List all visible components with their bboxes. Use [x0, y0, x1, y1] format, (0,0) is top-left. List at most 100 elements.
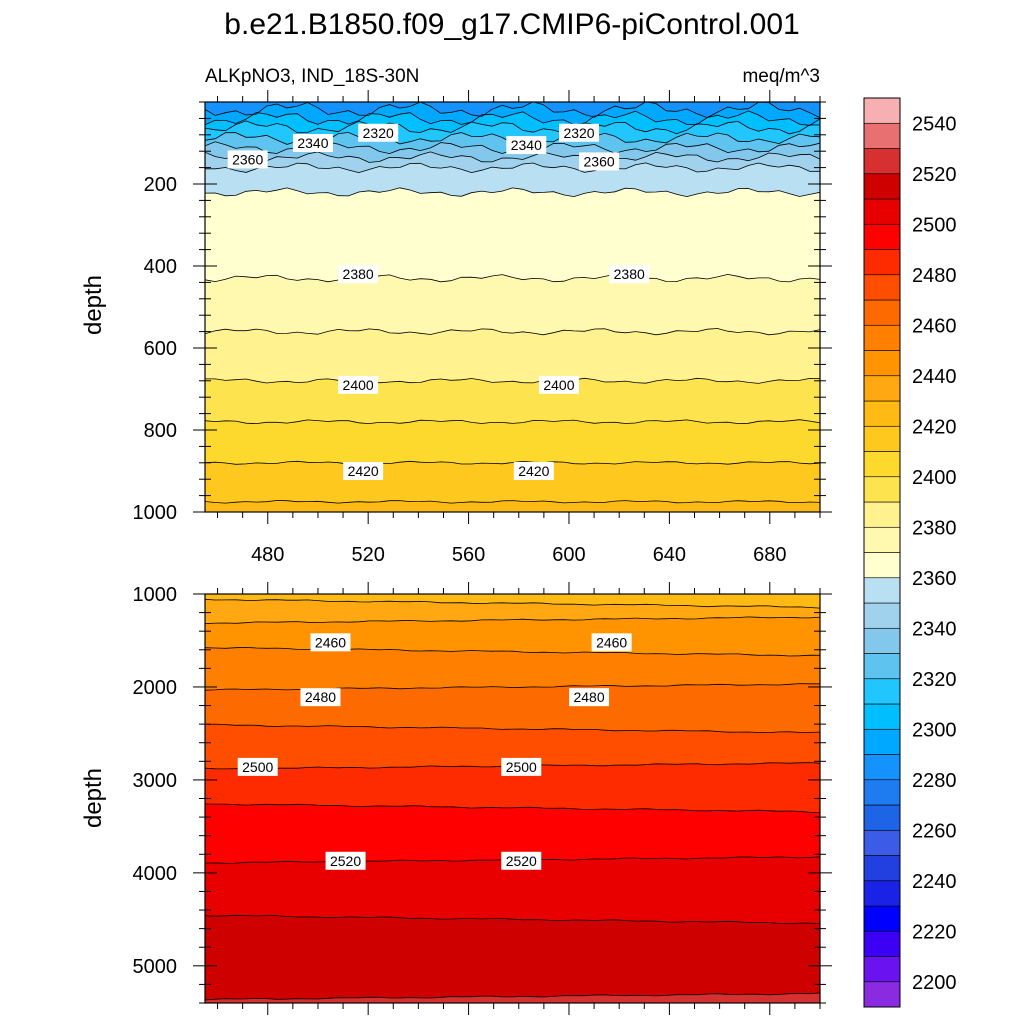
colorbar-swatch [863, 855, 901, 882]
colorbar-swatch [863, 956, 901, 983]
contour-label: 2340 [292, 134, 333, 152]
colorbar: 2200 2220 2240 2260 2280 2300 2320 2340 2360 2380… [863, 97, 957, 1008]
contour-label: 2320 [358, 123, 399, 142]
units-label: meq/m^3 [742, 66, 820, 87]
lower-panel: 2460 2460 2480 2480 2500 2500 2520 2520 1000 2000… [80, 582, 832, 1015]
y-tick-label: 200 [144, 174, 177, 196]
contour-label: 2380 [338, 265, 379, 284]
x-tick-label: 640 [653, 544, 686, 566]
field-band [205, 500, 820, 512]
field-band [205, 915, 820, 1003]
svg-text:2420: 2420 [348, 463, 379, 479]
colorbar-swatch [863, 981, 901, 1008]
y-tick-label: 1000 [133, 502, 178, 524]
colorbar-swatch [863, 400, 901, 427]
contour-line [205, 151, 820, 164]
contour-line [205, 328, 820, 336]
y-tick-label: 1000 [133, 584, 178, 606]
svg-text:2500: 2500 [506, 759, 537, 775]
svg-text:2460: 2460 [315, 634, 346, 650]
x-tick-label: 600 [552, 544, 585, 566]
colorbar-swatch [863, 728, 901, 755]
colorbar-label: 2200 [912, 972, 957, 994]
colorbar-swatch [863, 299, 901, 326]
contour-label: 2460 [591, 633, 632, 652]
colorbar-label: 2400 [912, 467, 957, 489]
contour-line [205, 616, 820, 625]
contour-line [205, 992, 820, 1001]
colorbar-label: 2320 [912, 669, 957, 691]
y-axis-label: depth [80, 275, 107, 335]
contour-label: 2380 [609, 265, 650, 284]
contour-line [205, 120, 820, 135]
svg-text:2520: 2520 [330, 853, 361, 869]
colorbar-swatch [863, 754, 901, 781]
contour-line [205, 187, 820, 198]
svg-text:2480: 2480 [573, 689, 604, 705]
svg-text:2400: 2400 [543, 377, 574, 393]
contour-label: 2320 [559, 123, 600, 142]
upper-panel: 2320 2320 2340 2340 2360 2360 2380 2380 2400 2400… [80, 90, 832, 566]
x-tick-label: 520 [351, 544, 384, 566]
y-tick-label: 3000 [133, 770, 178, 792]
colorbar-label: 2300 [912, 719, 957, 741]
contour-line [205, 419, 820, 425]
contour-label: 2400 [538, 375, 579, 394]
x-tick-label: 560 [452, 544, 485, 566]
svg-text:2360: 2360 [232, 151, 263, 167]
colorbar-swatch [863, 249, 901, 276]
contour-line [205, 723, 820, 734]
colorbar-label: 2340 [912, 618, 957, 640]
contour-line [205, 273, 820, 283]
colorbar-label: 2480 [912, 265, 957, 287]
svg-text:2420: 2420 [518, 463, 549, 479]
colorbar-swatch [863, 930, 901, 957]
colorbar-swatch [863, 173, 901, 200]
y-tick-label: 800 [144, 420, 177, 442]
contour-label: 2340 [506, 136, 547, 155]
colorbar-swatch [863, 122, 901, 149]
variable-label: ALKpNO3, IND_18S-30N [205, 66, 419, 87]
colorbar-swatch [863, 476, 901, 503]
x-tick-label: 680 [753, 544, 786, 566]
colorbar-label: 2260 [912, 820, 957, 842]
contour-line [205, 500, 820, 504]
colorbar-swatch [863, 627, 901, 654]
colorbar-swatch [863, 324, 901, 351]
colorbar-label: 2240 [912, 871, 957, 893]
colorbar-label: 2460 [912, 315, 957, 337]
colorbar-swatch [863, 880, 901, 907]
svg-text:2320: 2320 [563, 125, 594, 141]
contour-line [205, 646, 820, 657]
contour-label: 2480 [569, 688, 610, 707]
colorbar-label: 2380 [912, 517, 957, 539]
colorbar-swatch [863, 501, 901, 528]
contour-line [205, 460, 820, 465]
colorbar-swatch [863, 779, 901, 806]
colorbar-swatch [863, 148, 901, 175]
colorbar-label: 2520 [912, 164, 957, 186]
colorbar-swatch [863, 451, 901, 478]
svg-text:2380: 2380 [614, 266, 645, 282]
colorbar-swatch [863, 804, 901, 831]
field-band [205, 461, 820, 512]
x-tick-label: 480 [251, 544, 284, 566]
colorbar-swatch [863, 905, 901, 932]
contour-line [205, 914, 820, 925]
colorbar-swatch [863, 653, 901, 680]
colorbar-label: 2220 [912, 921, 957, 943]
contour-label: 2520 [325, 851, 366, 870]
svg-text:2520: 2520 [506, 853, 537, 869]
svg-text:2500: 2500 [242, 759, 273, 775]
svg-text:2320: 2320 [363, 125, 394, 141]
svg-text:2340: 2340 [297, 135, 328, 151]
contour-label: 2500 [237, 757, 278, 776]
colorbar-label: 2360 [912, 568, 957, 590]
contour-line [205, 110, 820, 126]
y-tick-label: 400 [144, 256, 177, 278]
contour-line [205, 803, 820, 813]
figure-title: b.e21.B1850.f09_g17.CMIP6-piControl.001 [224, 8, 799, 41]
contour-line [205, 377, 820, 384]
colorbar-swatch [863, 223, 901, 250]
